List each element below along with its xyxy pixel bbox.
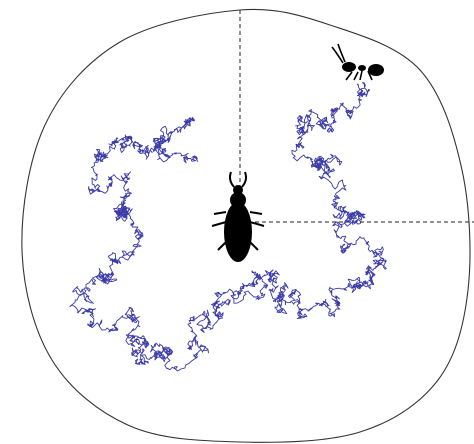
antlion bbox=[211, 171, 265, 262]
arena-boundary bbox=[21, 8, 471, 443]
random-walk bbox=[69, 82, 387, 372]
ant bbox=[331, 43, 384, 81]
